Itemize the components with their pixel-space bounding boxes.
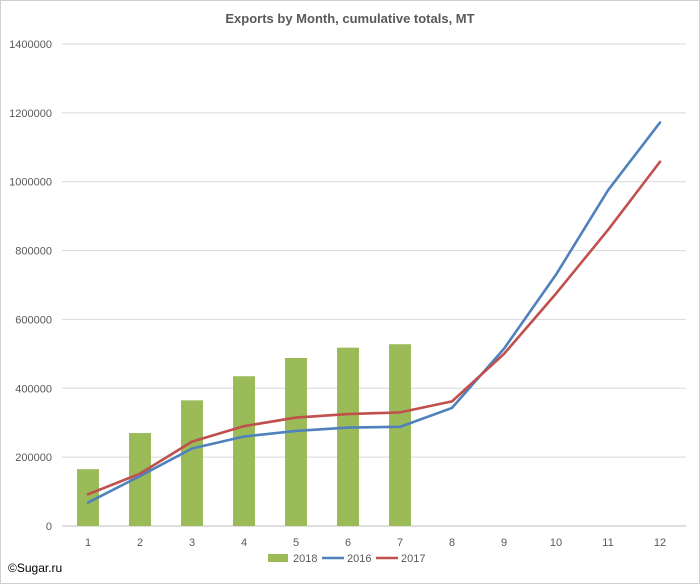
x-tick-label: 3 <box>189 537 195 549</box>
bars-2018 <box>77 344 411 526</box>
chart-title: Exports by Month, cumulative totals, MT <box>225 11 474 26</box>
y-tick-label: 1200000 <box>9 108 52 120</box>
series-lines <box>86 121 662 504</box>
x-tick-label: 1 <box>85 537 91 549</box>
y-tick-label: 0 <box>46 521 52 533</box>
y-tick-label: 800000 <box>15 246 52 258</box>
gridlines <box>62 43 686 527</box>
credit-text: ©Sugar.ru <box>8 561 62 575</box>
bar-2018 <box>233 376 255 526</box>
x-axis: 1 2 3 4 5 6 7 8 9 10 11 12 <box>85 537 666 549</box>
y-tick-label: 600000 <box>15 314 52 326</box>
x-tick-label: 10 <box>550 537 562 549</box>
x-tick-label: 5 <box>293 537 299 549</box>
bar-2018 <box>285 357 307 526</box>
y-tick-label: 1000000 <box>9 177 52 189</box>
legend-label: 2018 <box>293 553 317 565</box>
y-tick-label: 200000 <box>15 452 52 464</box>
bar-2018 <box>337 347 359 526</box>
x-tick-label: 4 <box>241 537 247 549</box>
legend: 2018 2016 2017 <box>268 553 425 565</box>
bar-2018 <box>181 400 203 526</box>
bar-2018 <box>77 469 99 526</box>
x-tick-label: 11 <box>602 537 613 549</box>
x-tick-label: 9 <box>501 537 507 549</box>
x-tick-label: 8 <box>449 537 455 549</box>
line-2017 <box>86 160 662 496</box>
line-2016 <box>86 121 662 504</box>
legend-item-2017: 2017 <box>376 553 425 565</box>
x-tick-label: 2 <box>137 537 143 549</box>
bar-2018 <box>389 344 411 526</box>
legend-label: 2017 <box>401 553 425 565</box>
legend-item-2016: 2016 <box>322 553 371 565</box>
y-tick-label: 400000 <box>15 383 52 395</box>
x-tick-label: 6 <box>345 537 351 549</box>
bar-2018 <box>129 433 151 526</box>
legend-label: 2016 <box>347 553 371 565</box>
x-tick-label: 7 <box>397 537 403 549</box>
y-axis: 0 200000 400000 600000 800000 1000000 1200000 1… <box>9 39 52 533</box>
legend-item-2018: 2018 <box>268 553 317 565</box>
x-tick-label: 12 <box>654 537 666 549</box>
y-tick-label: 1400000 <box>9 39 52 51</box>
legend-swatch <box>268 554 288 562</box>
